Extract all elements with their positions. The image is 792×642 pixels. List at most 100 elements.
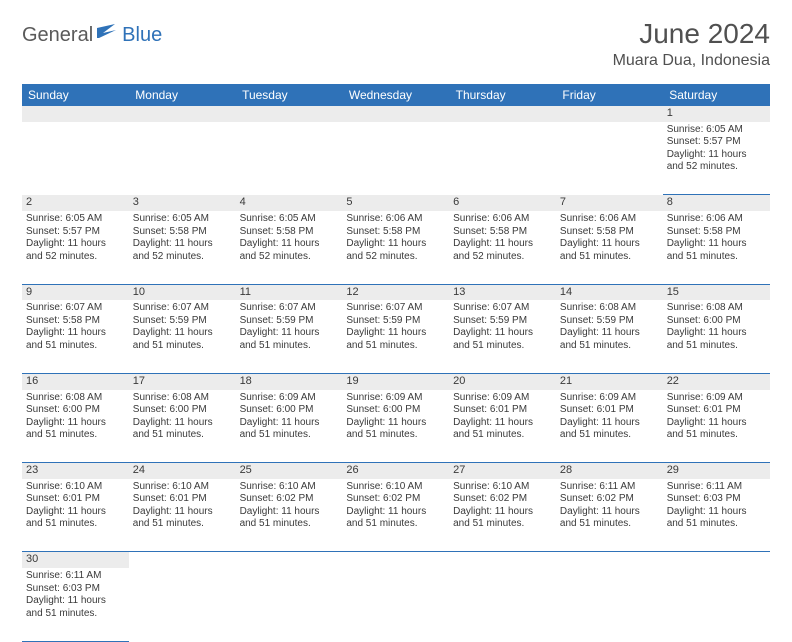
day-cell: Sunrise: 6:10 AMSunset: 6:01 PMDaylight:… (129, 479, 236, 552)
sunrise-text: Sunrise: 6:08 AM (560, 302, 659, 315)
month-title: June 2024 (613, 18, 770, 50)
day-cell: Sunrise: 6:09 AMSunset: 6:01 PMDaylight:… (556, 390, 663, 463)
sunrise-text: Sunrise: 6:05 AM (26, 213, 125, 226)
sunset-text: Sunset: 5:59 PM (560, 315, 659, 328)
daylight-text: Daylight: 11 hours and 52 minutes. (240, 238, 339, 263)
day-content-row: Sunrise: 6:05 AMSunset: 5:57 PMDaylight:… (22, 122, 770, 195)
sunrise-text: Sunrise: 6:11 AM (560, 481, 659, 494)
sunrise-text: Sunrise: 6:10 AM (453, 481, 552, 494)
day-cell: Sunrise: 6:07 AMSunset: 5:58 PMDaylight:… (22, 300, 129, 373)
day-cell: Sunrise: 6:07 AMSunset: 5:59 PMDaylight:… (342, 300, 449, 373)
daylight-text: Daylight: 11 hours and 51 minutes. (26, 417, 125, 442)
empty-cell (236, 568, 343, 641)
weekday-header: Friday (556, 84, 663, 106)
sunset-text: Sunset: 6:03 PM (667, 493, 766, 506)
daylight-text: Daylight: 11 hours and 51 minutes. (453, 327, 552, 352)
day-number-row: 16171819202122 (22, 373, 770, 389)
weekday-header: Saturday (663, 84, 770, 106)
day-number-cell: 23 (22, 463, 129, 479)
day-cell: Sunrise: 6:10 AMSunset: 6:02 PMDaylight:… (236, 479, 343, 552)
sunset-text: Sunset: 6:00 PM (667, 315, 766, 328)
sunset-text: Sunset: 5:58 PM (667, 226, 766, 239)
day-cell: Sunrise: 6:05 AMSunset: 5:58 PMDaylight:… (236, 211, 343, 284)
sunset-text: Sunset: 6:02 PM (453, 493, 552, 506)
sunset-text: Sunset: 5:59 PM (346, 315, 445, 328)
daylight-text: Daylight: 11 hours and 51 minutes. (133, 506, 232, 531)
daylight-text: Daylight: 11 hours and 52 minutes. (346, 238, 445, 263)
empty-cell (449, 122, 556, 195)
day-number-cell: 16 (22, 373, 129, 389)
day-number-cell: 19 (342, 373, 449, 389)
day-number-row: 2345678 (22, 195, 770, 211)
day-number-cell: 30 (22, 552, 129, 568)
day-number-empty (449, 106, 556, 122)
day-number-cell: 27 (449, 463, 556, 479)
day-cell: Sunrise: 6:06 AMSunset: 5:58 PMDaylight:… (556, 211, 663, 284)
sunset-text: Sunset: 5:58 PM (346, 226, 445, 239)
sunrise-text: Sunrise: 6:08 AM (26, 392, 125, 405)
sunset-text: Sunset: 5:58 PM (560, 226, 659, 239)
daylight-text: Daylight: 11 hours and 51 minutes. (667, 506, 766, 531)
daylight-text: Daylight: 11 hours and 51 minutes. (346, 417, 445, 442)
daylight-text: Daylight: 11 hours and 51 minutes. (560, 417, 659, 442)
logo-flag-icon (97, 24, 119, 47)
daylight-text: Daylight: 11 hours and 51 minutes. (560, 327, 659, 352)
logo-text-general: General (22, 24, 93, 47)
day-cell: Sunrise: 6:05 AMSunset: 5:57 PMDaylight:… (663, 122, 770, 195)
day-cell: Sunrise: 6:08 AMSunset: 6:00 PMDaylight:… (22, 390, 129, 463)
sunset-text: Sunset: 5:58 PM (240, 226, 339, 239)
sunset-text: Sunset: 6:01 PM (133, 493, 232, 506)
daylight-text: Daylight: 11 hours and 51 minutes. (26, 327, 125, 352)
sunrise-text: Sunrise: 6:08 AM (667, 302, 766, 315)
day-cell: Sunrise: 6:10 AMSunset: 6:02 PMDaylight:… (449, 479, 556, 552)
empty-cell (556, 568, 663, 641)
sunrise-text: Sunrise: 6:09 AM (240, 392, 339, 405)
day-cell: Sunrise: 6:11 AMSunset: 6:02 PMDaylight:… (556, 479, 663, 552)
daylight-text: Daylight: 11 hours and 51 minutes. (346, 506, 445, 531)
daylight-text: Daylight: 11 hours and 51 minutes. (667, 417, 766, 442)
sunrise-text: Sunrise: 6:09 AM (560, 392, 659, 405)
sunrise-text: Sunrise: 6:06 AM (453, 213, 552, 226)
sunset-text: Sunset: 5:57 PM (26, 226, 125, 239)
sunrise-text: Sunrise: 6:10 AM (240, 481, 339, 494)
sunset-text: Sunset: 6:02 PM (240, 493, 339, 506)
calendar-table: SundayMondayTuesdayWednesdayThursdayFrid… (22, 84, 770, 642)
day-cell: Sunrise: 6:09 AMSunset: 6:00 PMDaylight:… (236, 390, 343, 463)
page-header: General Blue June 2024 Muara Dua, Indone… (22, 18, 770, 70)
daylight-text: Daylight: 11 hours and 52 minutes. (26, 238, 125, 263)
day-number-empty (449, 552, 556, 568)
sunset-text: Sunset: 6:02 PM (560, 493, 659, 506)
day-number-empty (342, 106, 449, 122)
daylight-text: Daylight: 11 hours and 51 minutes. (133, 327, 232, 352)
sunset-text: Sunset: 6:01 PM (560, 404, 659, 417)
empty-cell (22, 122, 129, 195)
daylight-text: Daylight: 11 hours and 51 minutes. (133, 417, 232, 442)
day-cell: Sunrise: 6:11 AMSunset: 6:03 PMDaylight:… (22, 568, 129, 641)
sunset-text: Sunset: 6:00 PM (26, 404, 125, 417)
day-number-empty (236, 106, 343, 122)
sunset-text: Sunset: 5:59 PM (133, 315, 232, 328)
day-number-cell: 4 (236, 195, 343, 211)
sunrise-text: Sunrise: 6:07 AM (240, 302, 339, 315)
day-cell: Sunrise: 6:10 AMSunset: 6:02 PMDaylight:… (342, 479, 449, 552)
day-number-cell: 7 (556, 195, 663, 211)
sunrise-text: Sunrise: 6:11 AM (667, 481, 766, 494)
sunrise-text: Sunrise: 6:07 AM (133, 302, 232, 315)
sunrise-text: Sunrise: 6:05 AM (240, 213, 339, 226)
sunset-text: Sunset: 5:57 PM (667, 136, 766, 149)
location-subtitle: Muara Dua, Indonesia (613, 52, 770, 70)
sunset-text: Sunset: 6:01 PM (26, 493, 125, 506)
day-cell: Sunrise: 6:05 AMSunset: 5:58 PMDaylight:… (129, 211, 236, 284)
sunset-text: Sunset: 5:58 PM (26, 315, 125, 328)
day-number-empty (236, 552, 343, 568)
weekday-header: Thursday (449, 84, 556, 106)
day-number-cell: 18 (236, 373, 343, 389)
sunrise-text: Sunrise: 6:10 AM (26, 481, 125, 494)
day-number-cell: 3 (129, 195, 236, 211)
day-number-empty (129, 552, 236, 568)
daylight-text: Daylight: 11 hours and 51 minutes. (667, 327, 766, 352)
day-number-cell: 20 (449, 373, 556, 389)
day-number-cell: 2 (22, 195, 129, 211)
day-number-row: 1 (22, 106, 770, 122)
sunset-text: Sunset: 6:03 PM (26, 583, 125, 596)
